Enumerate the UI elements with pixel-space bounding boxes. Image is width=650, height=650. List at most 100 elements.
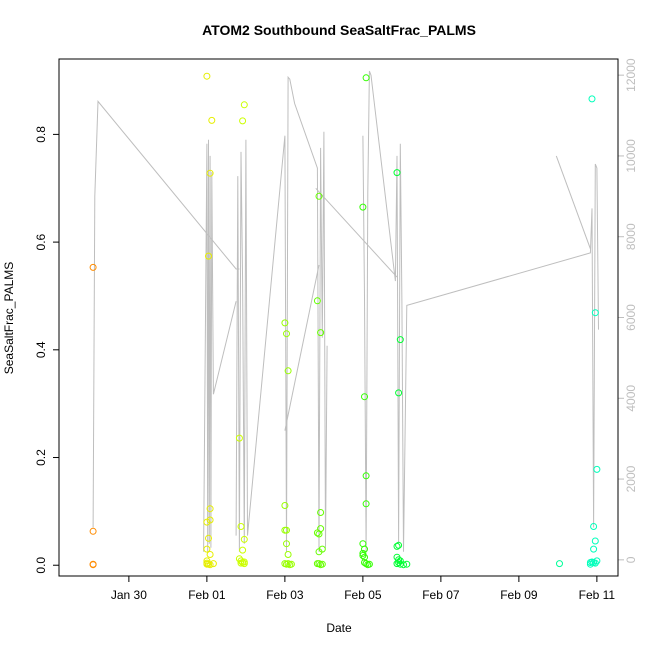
data-point: [359, 549, 367, 557]
data-point: [89, 561, 97, 569]
y-tick-label: 0.4: [34, 341, 48, 358]
data-point: [239, 117, 247, 125]
data-point: [318, 560, 326, 568]
data-point: [396, 336, 404, 344]
data-point: [284, 551, 292, 558]
data-point: [206, 505, 214, 513]
data-point: [89, 527, 97, 535]
data-point: [317, 525, 325, 533]
altitude-line: [203, 139, 237, 552]
data-point: [393, 169, 401, 177]
data-point: [313, 297, 321, 305]
data-point: [240, 560, 248, 568]
data-point: [588, 95, 596, 103]
data-point: [586, 560, 594, 568]
data-point: [239, 546, 247, 554]
data-point: [590, 523, 598, 530]
data-point: [203, 72, 211, 80]
data-point: [283, 540, 290, 548]
data-point: [591, 537, 599, 545]
data-point: [362, 500, 370, 508]
y2-tick-label: 4000: [624, 385, 638, 412]
data-point: [359, 203, 367, 211]
x-tick-label: Feb 05: [344, 588, 382, 602]
data-point: [205, 252, 212, 260]
data-point: [361, 545, 368, 553]
chart-title: ATOM2 Southbound SeaSaltFrac_PALMS: [202, 22, 476, 38]
data-point: [317, 329, 325, 337]
data-point: [240, 535, 248, 543]
data-point: [281, 502, 289, 509]
y2-tick-label: 12000: [624, 58, 638, 92]
data-point: [203, 545, 211, 553]
data-point-layer: [89, 72, 601, 569]
data-point: [206, 169, 214, 177]
data-point: [284, 560, 292, 568]
data-point: [400, 561, 407, 569]
x-tick-label: Feb 07: [422, 588, 460, 602]
axis-layer: Jan 30 Feb 01 Feb 03 Feb 05 Feb 07 Feb 09 Feb …: [34, 58, 638, 602]
data-point: [206, 561, 214, 569]
data-point: [593, 465, 601, 473]
data-point: [89, 263, 97, 271]
data-point: [361, 553, 368, 561]
data-point: [205, 534, 212, 542]
x-axis-label: Date: [326, 621, 352, 635]
data-point: [359, 552, 367, 559]
data-point: [362, 560, 370, 568]
altitude-line: [362, 70, 599, 552]
data-point: [283, 330, 290, 338]
x-tick-label: Feb 09: [500, 588, 538, 602]
altitude-line: [315, 187, 398, 278]
data-point: [393, 542, 401, 550]
data-point: [365, 560, 373, 568]
data-point: [362, 74, 370, 82]
y2-tick-label: 8000: [624, 223, 638, 250]
y2-tick-label: 10000: [624, 139, 638, 173]
data-point: [593, 557, 601, 565]
data-point: [395, 541, 403, 549]
data-point: [283, 526, 290, 534]
y-axis-label: SeaSaltFrac_PALMS: [2, 262, 16, 375]
x-tick-label: Feb 11: [579, 588, 616, 602]
data-point: [209, 560, 217, 568]
data-point: [590, 545, 598, 553]
data-point: [281, 319, 289, 327]
data-point: [287, 560, 295, 568]
altitude-line-layer: [92, 70, 599, 552]
data-point: [318, 545, 326, 553]
data-point: [315, 560, 323, 568]
data-point: [395, 389, 403, 397]
plot-frame: [58, 58, 619, 577]
data-point: [237, 523, 245, 530]
data-point: [208, 116, 216, 124]
data-point: [591, 559, 599, 567]
altitude-line: [235, 75, 328, 552]
y2-tick-label: 0: [624, 556, 638, 563]
data-point: [240, 101, 248, 109]
data-point: [206, 516, 214, 524]
data-point: [315, 192, 323, 200]
data-point: [235, 434, 243, 442]
y-tick-label: 0.6: [34, 233, 48, 250]
x-tick-label: Jan 30: [111, 588, 147, 602]
y2-tick-label: 6000: [624, 304, 638, 331]
data-point: [362, 472, 370, 480]
data-point: [284, 367, 292, 375]
x-tick-label: Feb 03: [266, 588, 304, 602]
data-point: [395, 556, 403, 564]
y-tick-label: 0.8: [34, 126, 48, 143]
altitude-line: [555, 155, 591, 249]
y2-tick-label: 2000: [624, 465, 638, 492]
altitude-line: [284, 264, 320, 431]
data-point: [361, 393, 368, 401]
data-point: [591, 309, 599, 317]
data-point: [556, 560, 563, 568]
data-point: [317, 509, 325, 516]
data-point: [403, 560, 411, 568]
y-tick-label: 0.2: [34, 449, 48, 466]
data-point: [206, 551, 214, 558]
x-tick-label: Feb 01: [188, 588, 226, 602]
y-tick-label: 0.0: [34, 557, 48, 574]
